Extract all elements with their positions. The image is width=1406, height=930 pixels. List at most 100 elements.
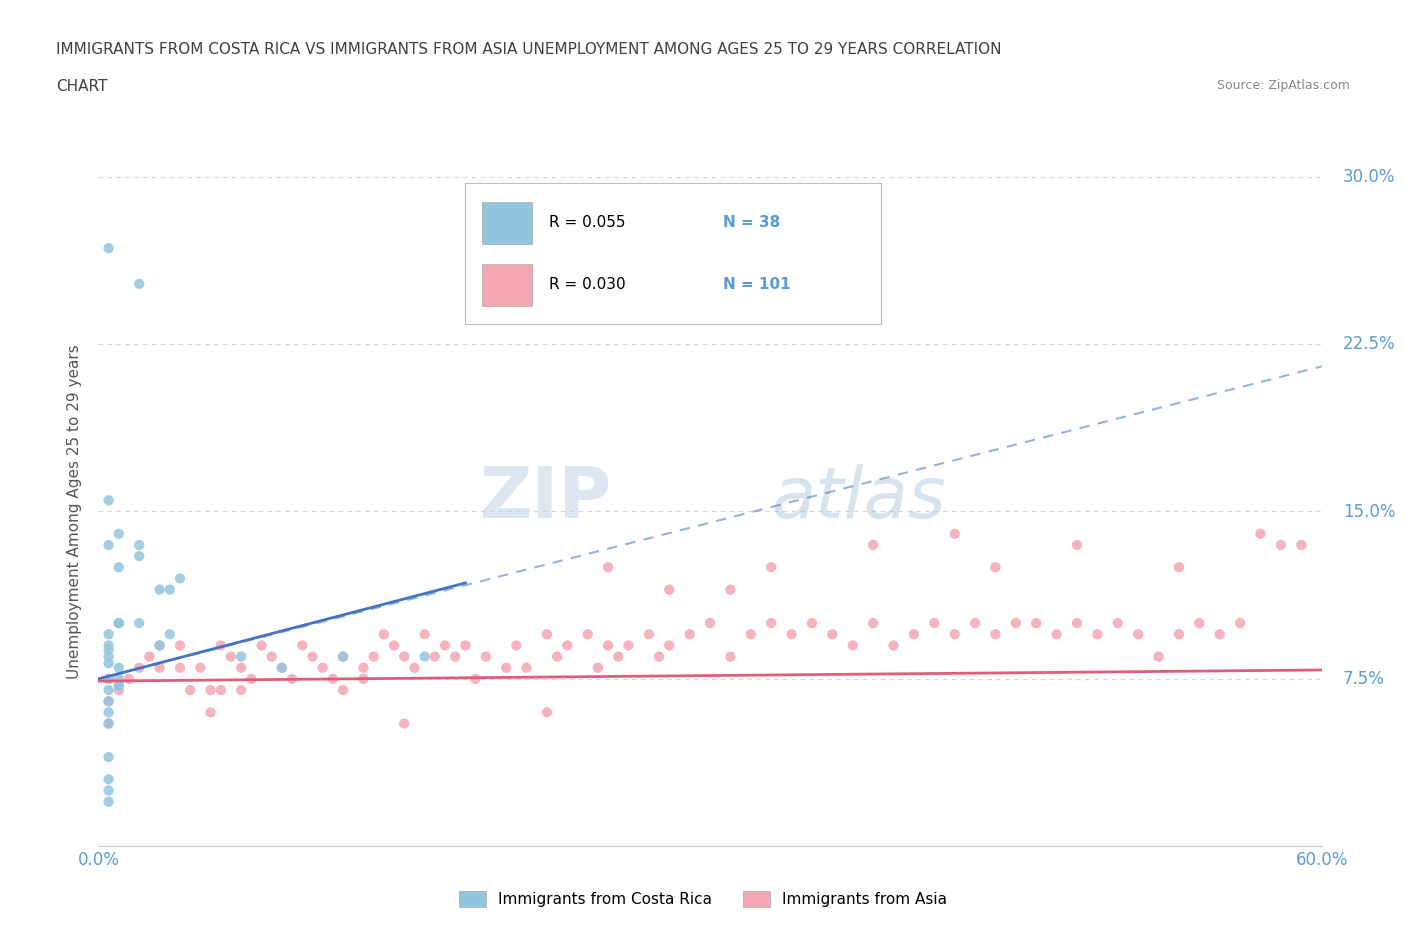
Point (108, 526, 131, 541)
Point (219, 649, 242, 664)
Point (281, 671, 304, 686)
Point (97, 772, 120, 787)
Point (97, 750, 120, 764)
Point (1167, 560, 1189, 575)
Point (454, 638, 477, 653)
Point (108, 616, 131, 631)
Point (464, 671, 486, 686)
Point (301, 649, 323, 664)
Point (718, 649, 742, 664)
Point (240, 671, 263, 686)
Point (1147, 649, 1170, 664)
Point (1107, 616, 1129, 631)
Point (188, 660, 212, 675)
Point (598, 638, 620, 653)
Point (1167, 627, 1189, 642)
Point (97, 638, 120, 653)
Point (1045, 627, 1069, 642)
Point (231, 649, 253, 664)
Y-axis label: Unemployment Among Ages 25 to 29 years: Unemployment Among Ages 25 to 29 years (67, 344, 83, 679)
Point (404, 660, 426, 675)
Text: 30.0%: 30.0% (1343, 167, 1395, 186)
Point (169, 660, 191, 675)
Point (352, 671, 374, 686)
Point (536, 627, 558, 642)
Point (260, 649, 283, 664)
Point (97, 241, 120, 256)
Legend: Immigrants from Costa Rica, Immigrants from Asia: Immigrants from Costa Rica, Immigrants f… (453, 884, 953, 913)
Point (841, 638, 863, 653)
Point (97, 538, 120, 552)
Point (1249, 526, 1271, 541)
Point (149, 638, 172, 653)
Point (97, 671, 120, 686)
Point (149, 660, 172, 675)
Point (586, 660, 609, 675)
Point (138, 649, 160, 664)
Point (658, 638, 681, 653)
Point (382, 638, 405, 653)
Point (108, 678, 131, 693)
Text: IMMIGRANTS FROM COSTA RICA VS IMMIGRANTS FROM ASIA UNEMPLOYMENT AMONG AGES 25 TO: IMMIGRANTS FROM COSTA RICA VS IMMIGRANTS… (56, 42, 1001, 57)
Point (108, 678, 131, 693)
Text: 7.5%: 7.5% (1343, 670, 1385, 688)
Point (128, 538, 150, 552)
Point (209, 638, 232, 653)
Point (97, 656, 120, 671)
Point (637, 627, 661, 642)
Text: atlas: atlas (772, 464, 946, 533)
Point (516, 660, 538, 675)
Point (699, 616, 721, 631)
Point (922, 616, 945, 631)
Point (546, 649, 568, 664)
Point (97, 694, 120, 709)
Point (679, 627, 702, 642)
Point (495, 660, 517, 675)
Point (648, 649, 671, 664)
Point (1025, 616, 1047, 631)
Point (943, 627, 966, 642)
Point (392, 649, 416, 664)
Point (291, 638, 314, 653)
Point (231, 660, 253, 675)
Point (555, 638, 579, 653)
Point (159, 582, 181, 597)
Point (128, 549, 150, 564)
Point (332, 649, 354, 664)
Point (97, 705, 120, 720)
Point (607, 649, 630, 664)
Point (1291, 538, 1313, 552)
Point (1085, 627, 1108, 642)
Point (444, 649, 467, 664)
Point (179, 683, 201, 698)
Point (97, 643, 120, 658)
Text: Source: ZipAtlas.com: Source: ZipAtlas.com (1216, 79, 1350, 92)
Point (108, 616, 131, 631)
Point (505, 638, 527, 653)
Point (250, 638, 273, 653)
Point (352, 660, 374, 675)
Point (1066, 538, 1088, 552)
Point (97, 683, 120, 698)
Point (862, 616, 884, 631)
Point (1209, 627, 1232, 642)
Point (392, 716, 416, 731)
Point (128, 616, 150, 631)
Point (128, 276, 150, 291)
Text: ZIP: ZIP (479, 464, 612, 533)
Point (434, 638, 457, 653)
Point (97, 794, 120, 809)
Point (1128, 627, 1150, 642)
Point (322, 671, 344, 686)
Point (740, 627, 762, 642)
Point (108, 671, 131, 686)
Point (97, 671, 120, 686)
Point (718, 582, 742, 597)
Point (658, 582, 681, 597)
Point (159, 627, 181, 642)
Point (108, 683, 131, 698)
Point (270, 660, 294, 675)
Point (536, 705, 558, 720)
Point (169, 638, 191, 653)
Point (97, 649, 120, 664)
